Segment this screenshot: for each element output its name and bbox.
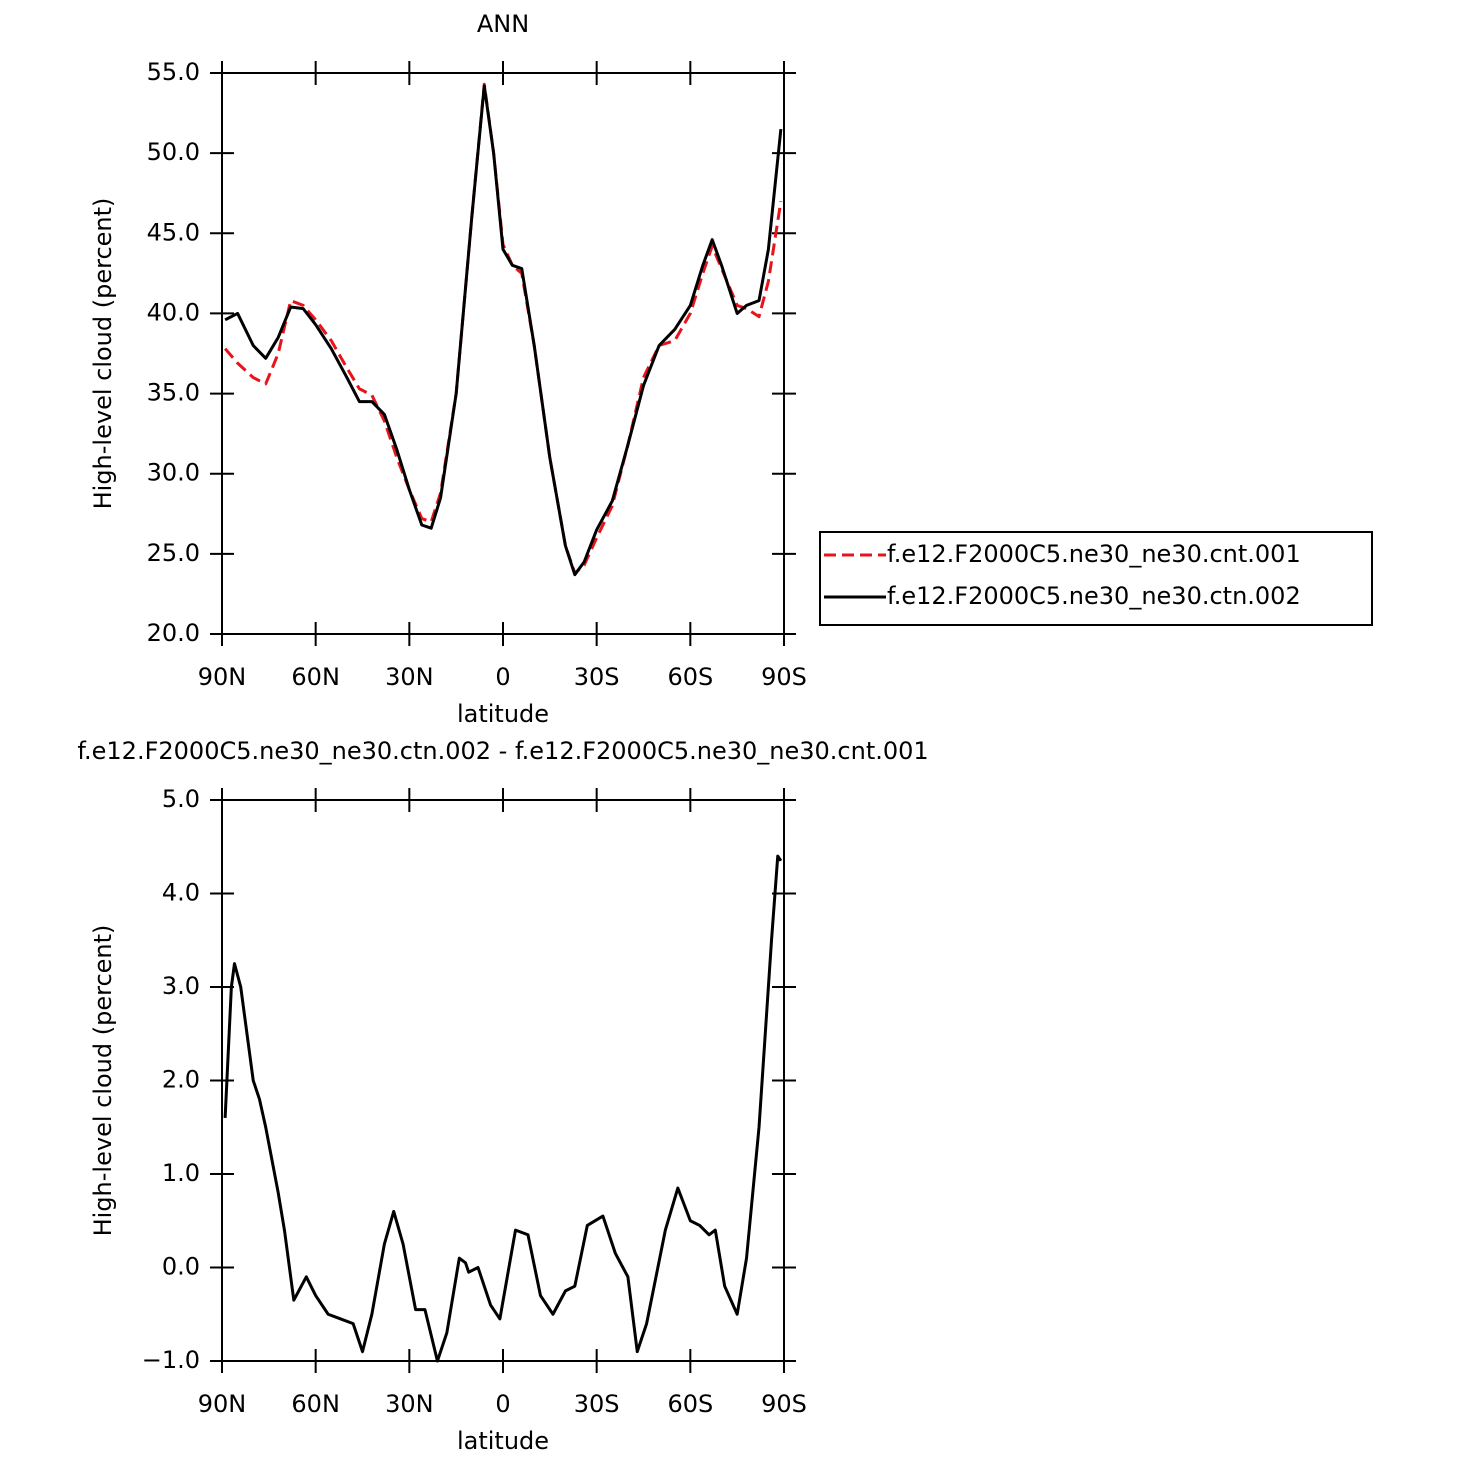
x-tick-label: 60S [667,1390,713,1418]
chart-title: ANN [477,10,529,38]
y-tick-label: 1.0 [162,1159,200,1187]
chart-title: f.e12.F2000C5.ne30_ne30.ctn.002 - f.e12.… [77,737,928,765]
data-line [223,82,783,575]
plot-frame [221,72,785,635]
y-tick-label: 50.0 [147,138,200,166]
y-tick-label: 4.0 [162,879,200,907]
y-tick-label: 55.0 [147,58,200,86]
y-tick-label: 5.0 [162,785,200,813]
x-tick-label: 90S [761,1390,807,1418]
y-tick-label: −1.0 [142,1346,200,1374]
x-tick-label: 30N [385,663,434,691]
x-tick-label: 60N [291,1390,340,1418]
data-line [223,854,783,1363]
x-tick-label: 90S [761,663,807,691]
plot-frame [221,799,785,1362]
x-tick-label: 60S [667,663,713,691]
y-tick-label: 45.0 [147,218,200,246]
y-tick-label: 20.0 [147,619,200,647]
x-tick-label: 30S [574,663,620,691]
y-tick-label: 3.0 [162,972,200,1000]
x-tick-label: 30S [574,1390,620,1418]
y-axis-label: High-level cloud (percent) [89,198,117,510]
y-tick-label: 40.0 [147,298,200,326]
x-axis-label: latitude [457,700,549,728]
y-tick-label: 25.0 [147,539,200,567]
y-axis-label: High-level cloud (percent) [89,925,117,1237]
x-tick-label: 90N [198,663,247,691]
x-tick-label: 30N [385,1390,434,1418]
y-tick-label: 0.0 [162,1253,200,1281]
data-line [224,84,783,577]
y-tick-label: 35.0 [147,379,200,407]
legend-label: f.e12.F2000C5.ne30_ne30.ctn.002 [887,582,1301,610]
x-axis-label: latitude [457,1427,549,1455]
y-tick-label: 2.0 [162,1066,200,1094]
x-tick-label: 0 [495,1390,510,1418]
x-tick-label: 0 [495,663,510,691]
x-tick-label: 90N [198,1390,247,1418]
legend-box [819,531,1373,626]
legend-label: f.e12.F2000C5.ne30_ne30.cnt.001 [887,540,1301,568]
y-tick-label: 30.0 [147,459,200,487]
x-tick-label: 60N [291,663,340,691]
